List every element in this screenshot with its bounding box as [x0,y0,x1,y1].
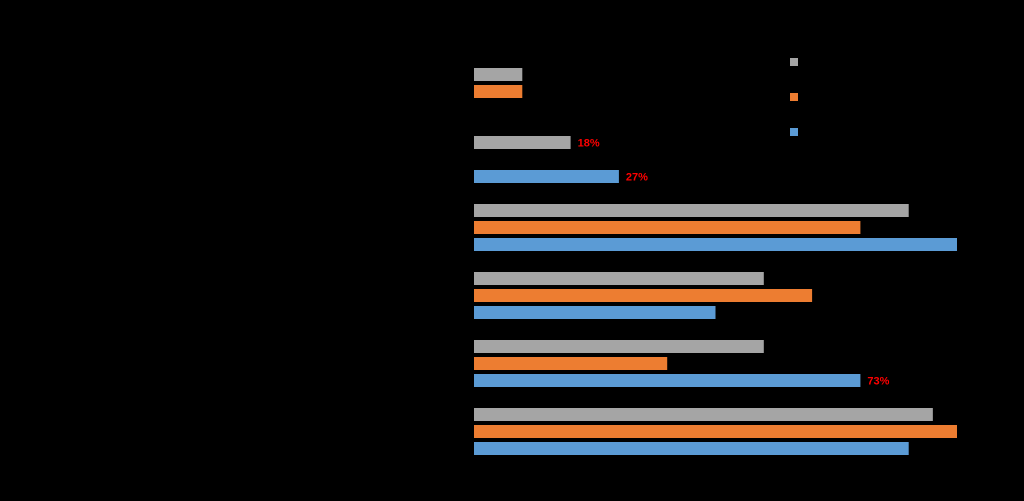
bar-series1-cat1 [474,68,523,81]
bar-series1-cat5 [474,340,764,353]
bar-series2-cat1 [474,85,523,98]
bar-series2-cat5 [474,357,668,370]
bar-series3-cat4 [474,306,716,319]
legend-swatch-series3 [790,128,798,136]
bar-series1-cat2 [474,136,571,149]
bar-series2-cat6 [474,425,957,438]
bar-series1-cat3 [474,204,909,217]
bar-series3-cat3 [474,238,957,251]
bar-series2-cat3 [474,221,861,234]
data-label-2: 27% [626,172,648,184]
data-label-1: 18% [578,138,600,150]
bar-series1-cat4 [474,272,764,285]
legend-swatch-series2 [790,93,798,101]
bar-series3-cat6 [474,442,909,455]
data-label-3: 73% [867,376,889,388]
bar-series1-cat6 [474,408,933,421]
legend-swatch-series1 [790,58,798,66]
data-labels-group: 18% 27% 73% [578,138,890,388]
bars-group [474,68,957,455]
bar-series3-cat5 [474,374,861,387]
bar-series3-cat2 [474,170,619,183]
bar-series2-cat4 [474,289,813,302]
